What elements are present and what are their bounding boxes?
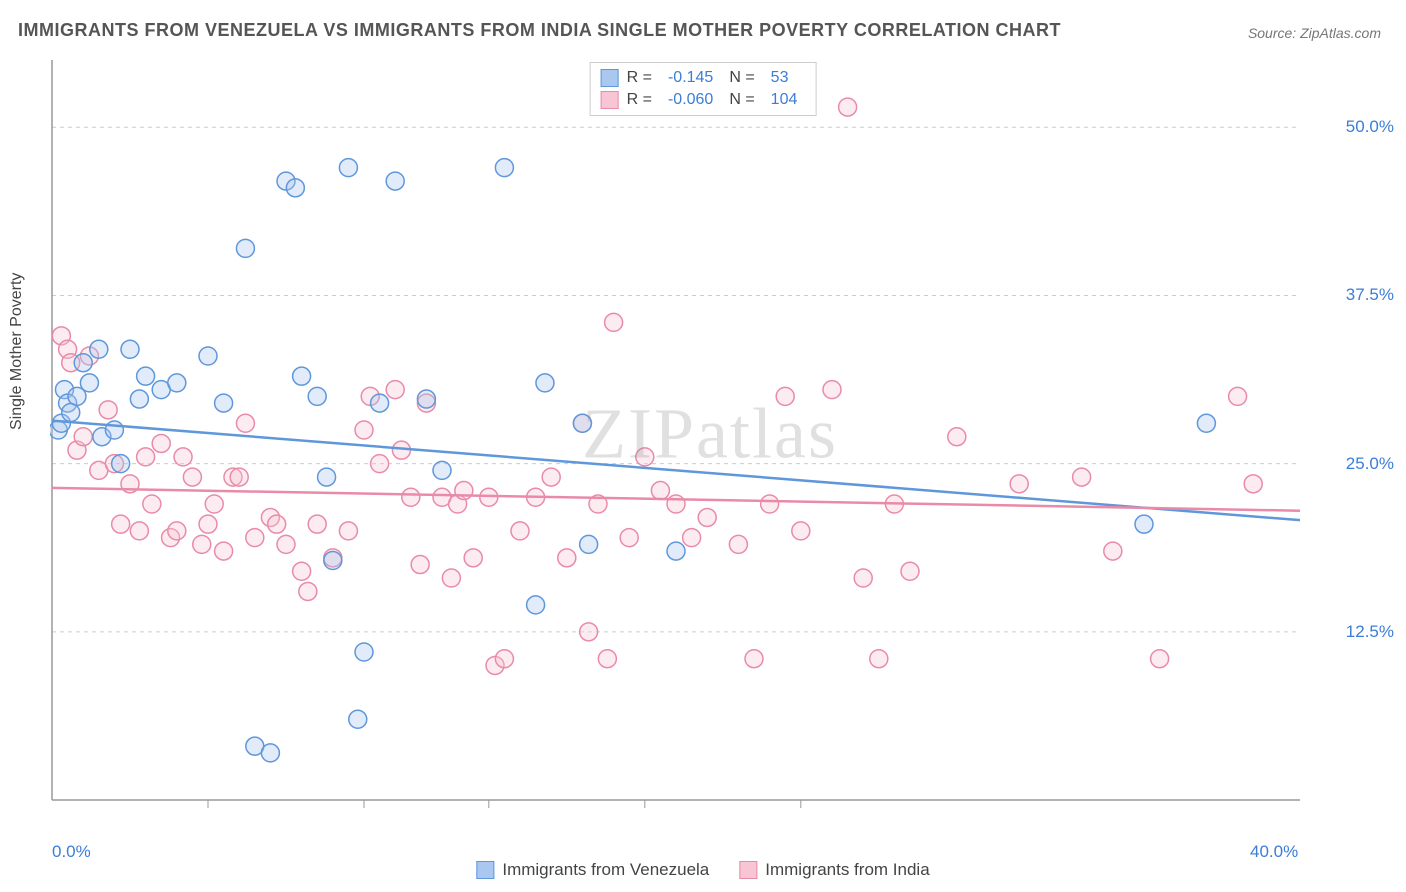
swatch-india	[601, 91, 619, 109]
y-tick-label: 50.0%	[1346, 117, 1394, 137]
stats-row-india: R = -0.060 N = 104	[601, 89, 806, 111]
scatter-svg	[50, 60, 1370, 840]
r-label: R =	[627, 69, 652, 87]
swatch-india-icon	[739, 861, 757, 879]
source-attribution: Source: ZipAtlas.com	[1248, 25, 1381, 41]
legend-item-india: Immigrants from India	[739, 860, 929, 880]
y-tick-label: 25.0%	[1346, 454, 1394, 474]
stats-legend: R = -0.145 N = 53 R = -0.060 N = 104	[590, 62, 817, 116]
n-value-venezuela: 53	[771, 69, 789, 87]
r-value-india: -0.060	[668, 91, 713, 109]
plot-area: ZIPatlas	[50, 60, 1370, 840]
swatch-venezuela	[601, 69, 619, 87]
x-tick-label: 0.0%	[52, 842, 91, 862]
legend-label-venezuela: Immigrants from Venezuela	[502, 860, 709, 880]
stats-row-venezuela: R = -0.145 N = 53	[601, 67, 806, 89]
y-tick-label: 37.5%	[1346, 285, 1394, 305]
n-label: N =	[729, 69, 754, 87]
x-tick-label: 40.0%	[1250, 842, 1298, 862]
r-value-venezuela: -0.145	[668, 69, 713, 87]
y-axis-label: Single Mother Poverty	[8, 273, 26, 430]
legend-item-venezuela: Immigrants from Venezuela	[476, 860, 709, 880]
n-label: N =	[729, 91, 754, 109]
chart-container: IMMIGRANTS FROM VENEZUELA VS IMMIGRANTS …	[0, 0, 1406, 892]
series-legend: Immigrants from Venezuela Immigrants fro…	[476, 860, 929, 880]
legend-label-india: Immigrants from India	[765, 860, 929, 880]
chart-title: IMMIGRANTS FROM VENEZUELA VS IMMIGRANTS …	[18, 20, 1061, 41]
r-label: R =	[627, 91, 652, 109]
y-tick-label: 12.5%	[1346, 622, 1394, 642]
swatch-venezuela-icon	[476, 861, 494, 879]
n-value-india: 104	[771, 91, 798, 109]
